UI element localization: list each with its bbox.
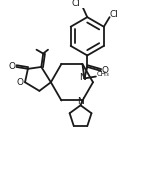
- Text: CH₃: CH₃: [97, 71, 110, 77]
- Text: N: N: [77, 97, 84, 106]
- Text: N: N: [79, 73, 86, 82]
- Text: O: O: [17, 78, 24, 87]
- Text: O: O: [102, 66, 109, 75]
- Text: Cl: Cl: [110, 10, 119, 19]
- Text: O: O: [8, 62, 15, 71]
- Text: Cl: Cl: [71, 0, 80, 8]
